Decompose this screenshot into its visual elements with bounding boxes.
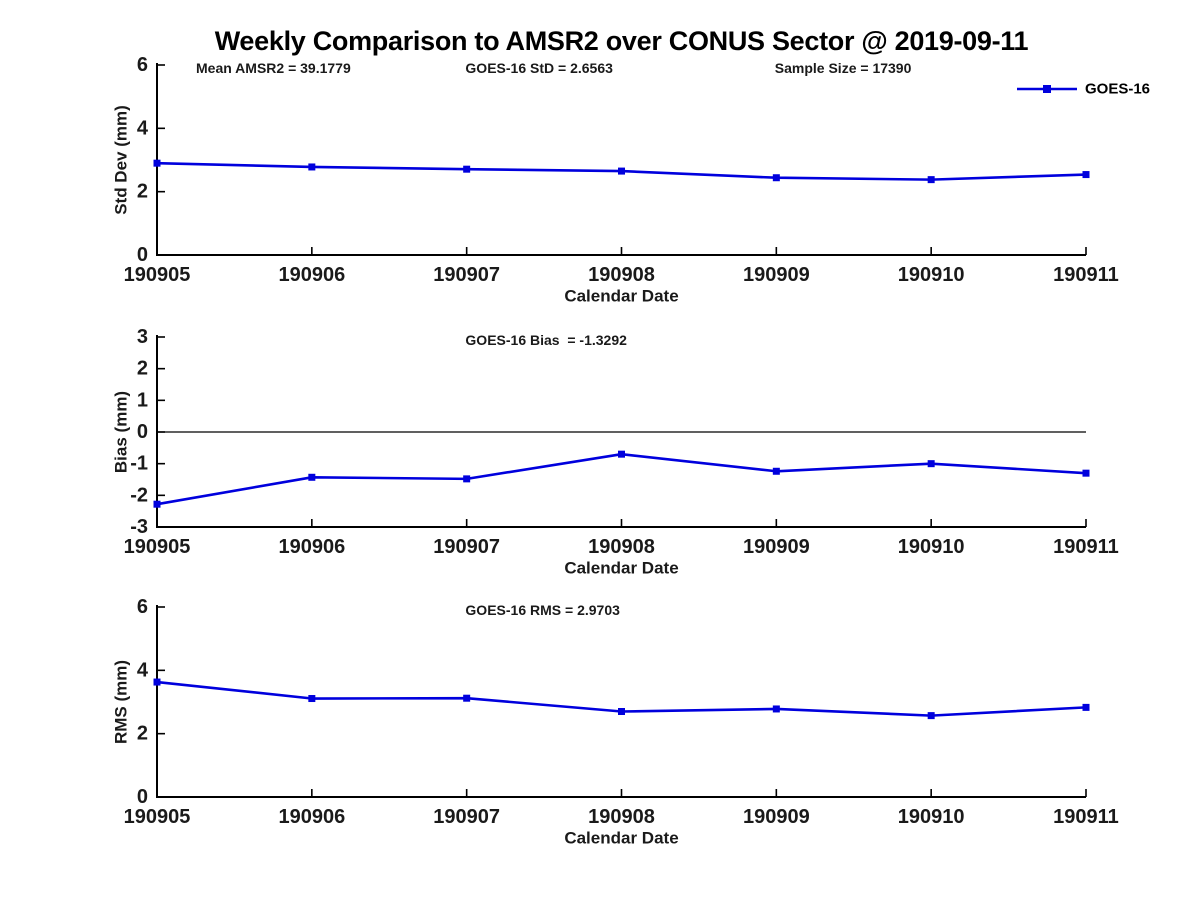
series-marker [1082, 171, 1090, 179]
series-marker [618, 450, 625, 458]
y-tick-label: -1 [130, 453, 148, 475]
x-tick-label: 190905 [124, 536, 191, 558]
y-tick-label: 4 [137, 659, 149, 681]
x-tick-label: 190911 [1053, 536, 1119, 558]
chart-title: Weekly Comparison to AMSR2 over CONUS Se… [214, 26, 1029, 56]
series-marker [153, 500, 161, 508]
x-tick-label: 190905 [124, 806, 191, 828]
x-axis-label: Calendar Date [564, 287, 678, 306]
series-marker [463, 475, 471, 483]
annotation: GOES-16 StD = 2.6563 [465, 60, 613, 76]
series-marker [308, 473, 316, 481]
y-tick-label: 2 [137, 181, 148, 203]
y-axis-label: Std Dev (mm) [112, 105, 131, 215]
series-line [156, 452, 1087, 506]
x-tick-label: 190906 [278, 806, 345, 828]
x-tick-label: 190910 [898, 264, 965, 286]
series-marker [308, 695, 316, 703]
x-tick-label: 190906 [278, 264, 345, 286]
series-marker [153, 678, 161, 686]
series-marker [618, 708, 625, 715]
annotation: GOES-16 RMS = 2.9703 [465, 602, 620, 618]
series-marker [772, 705, 780, 713]
y-axis-label: RMS (mm) [112, 660, 131, 744]
series-marker [153, 159, 161, 167]
x-tick-label: 190907 [433, 806, 500, 828]
x-tick-label: 190909 [743, 264, 810, 286]
legend-square-icon [1043, 85, 1051, 93]
x-tick-label: 190907 [433, 264, 500, 286]
y-tick-label: 2 [137, 723, 148, 745]
series-marker [1082, 703, 1090, 711]
x-tick-label: 190911 [1053, 806, 1119, 828]
y-tick-label: 0 [137, 786, 148, 808]
series-marker [463, 165, 471, 173]
y-tick-label: 6 [137, 596, 148, 618]
series-marker [772, 174, 780, 182]
y-tick-label: 4 [137, 117, 149, 139]
annotation: Mean AMSR2 = 39.1779 [196, 60, 351, 76]
y-tick-label: -3 [130, 516, 148, 538]
series-marker [927, 176, 935, 184]
series-marker [308, 163, 316, 171]
x-tick-label: 190909 [743, 806, 810, 828]
x-tick-label: 190905 [124, 264, 191, 286]
annotation: Sample Size = 17390 [775, 60, 912, 76]
x-tick-label: 190908 [588, 806, 655, 828]
x-tick-label: 190910 [898, 806, 965, 828]
series-marker [772, 467, 780, 475]
annotation: GOES-16 Bias = -1.3292 [465, 332, 627, 348]
series-marker [618, 167, 625, 175]
series-marker [927, 460, 935, 468]
x-tick-label: 190910 [898, 536, 965, 558]
y-tick-label: -2 [130, 484, 148, 506]
y-tick-label: 0 [137, 244, 148, 266]
series-marker [463, 694, 471, 702]
series-marker [927, 712, 935, 720]
x-tick-label: 190906 [278, 536, 345, 558]
x-tick-label: 190911 [1053, 264, 1119, 286]
x-tick-label: 190908 [588, 536, 655, 558]
y-tick-label: 0 [137, 421, 148, 443]
series-marker [1082, 469, 1090, 477]
y-tick-label: 6 [137, 54, 148, 76]
legend-label: GOES-16 [1085, 81, 1150, 98]
x-axis-label: Calendar Date [564, 559, 678, 578]
x-tick-label: 190909 [743, 536, 810, 558]
x-axis-label: Calendar Date [564, 829, 678, 848]
x-tick-label: 190907 [433, 536, 500, 558]
y-tick-label: 2 [137, 358, 148, 380]
y-axis-label: Bias (mm) [112, 391, 131, 473]
y-tick-label: 1 [137, 389, 148, 411]
y-tick-label: 3 [137, 326, 148, 348]
x-tick-label: 190908 [588, 264, 655, 286]
